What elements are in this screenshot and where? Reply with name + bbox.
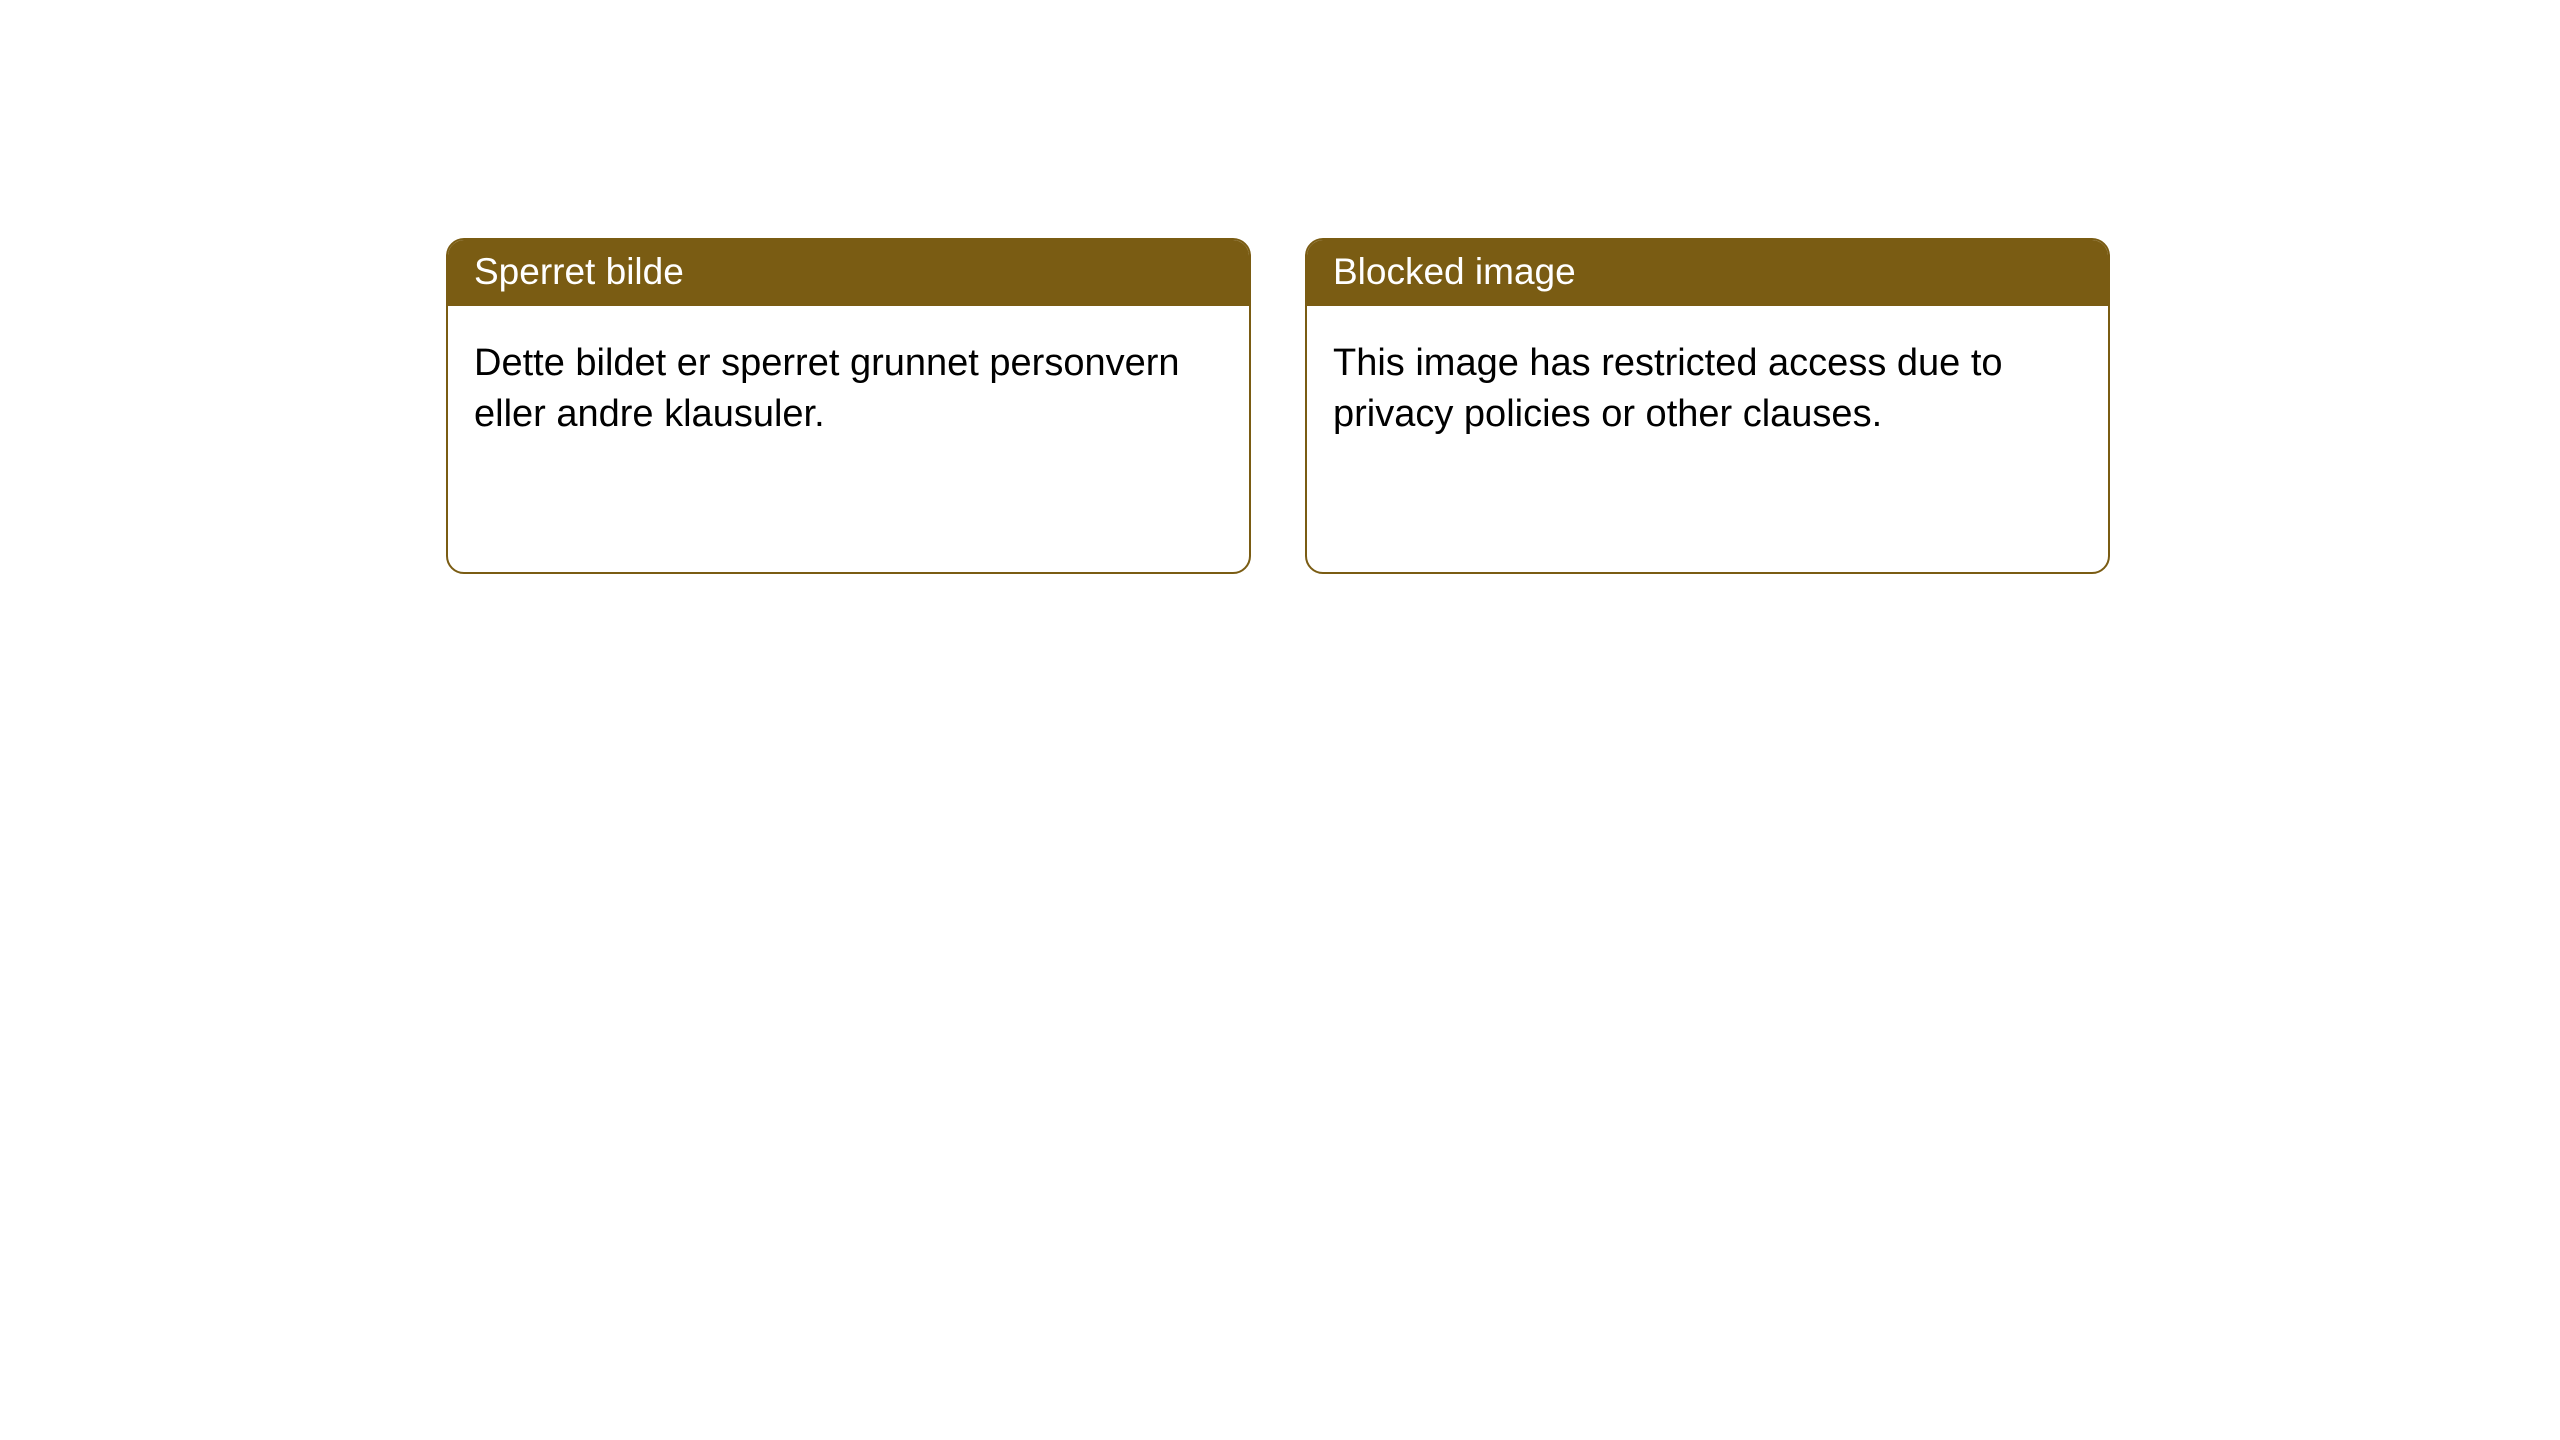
card-body-text: Dette bildet er sperret grunnet personve… (474, 342, 1180, 435)
card-body: Dette bildet er sperret grunnet personve… (448, 306, 1249, 473)
card-title: Blocked image (1333, 251, 1576, 292)
card-body-text: This image has restricted access due to … (1333, 342, 2003, 435)
card-title: Sperret bilde (474, 251, 684, 292)
notice-container: Sperret bilde Dette bildet er sperret gr… (0, 0, 2560, 574)
card-header: Blocked image (1307, 240, 2108, 306)
notice-card-norwegian: Sperret bilde Dette bildet er sperret gr… (446, 238, 1251, 574)
card-header: Sperret bilde (448, 240, 1249, 306)
notice-card-english: Blocked image This image has restricted … (1305, 238, 2110, 574)
card-body: This image has restricted access due to … (1307, 306, 2108, 473)
